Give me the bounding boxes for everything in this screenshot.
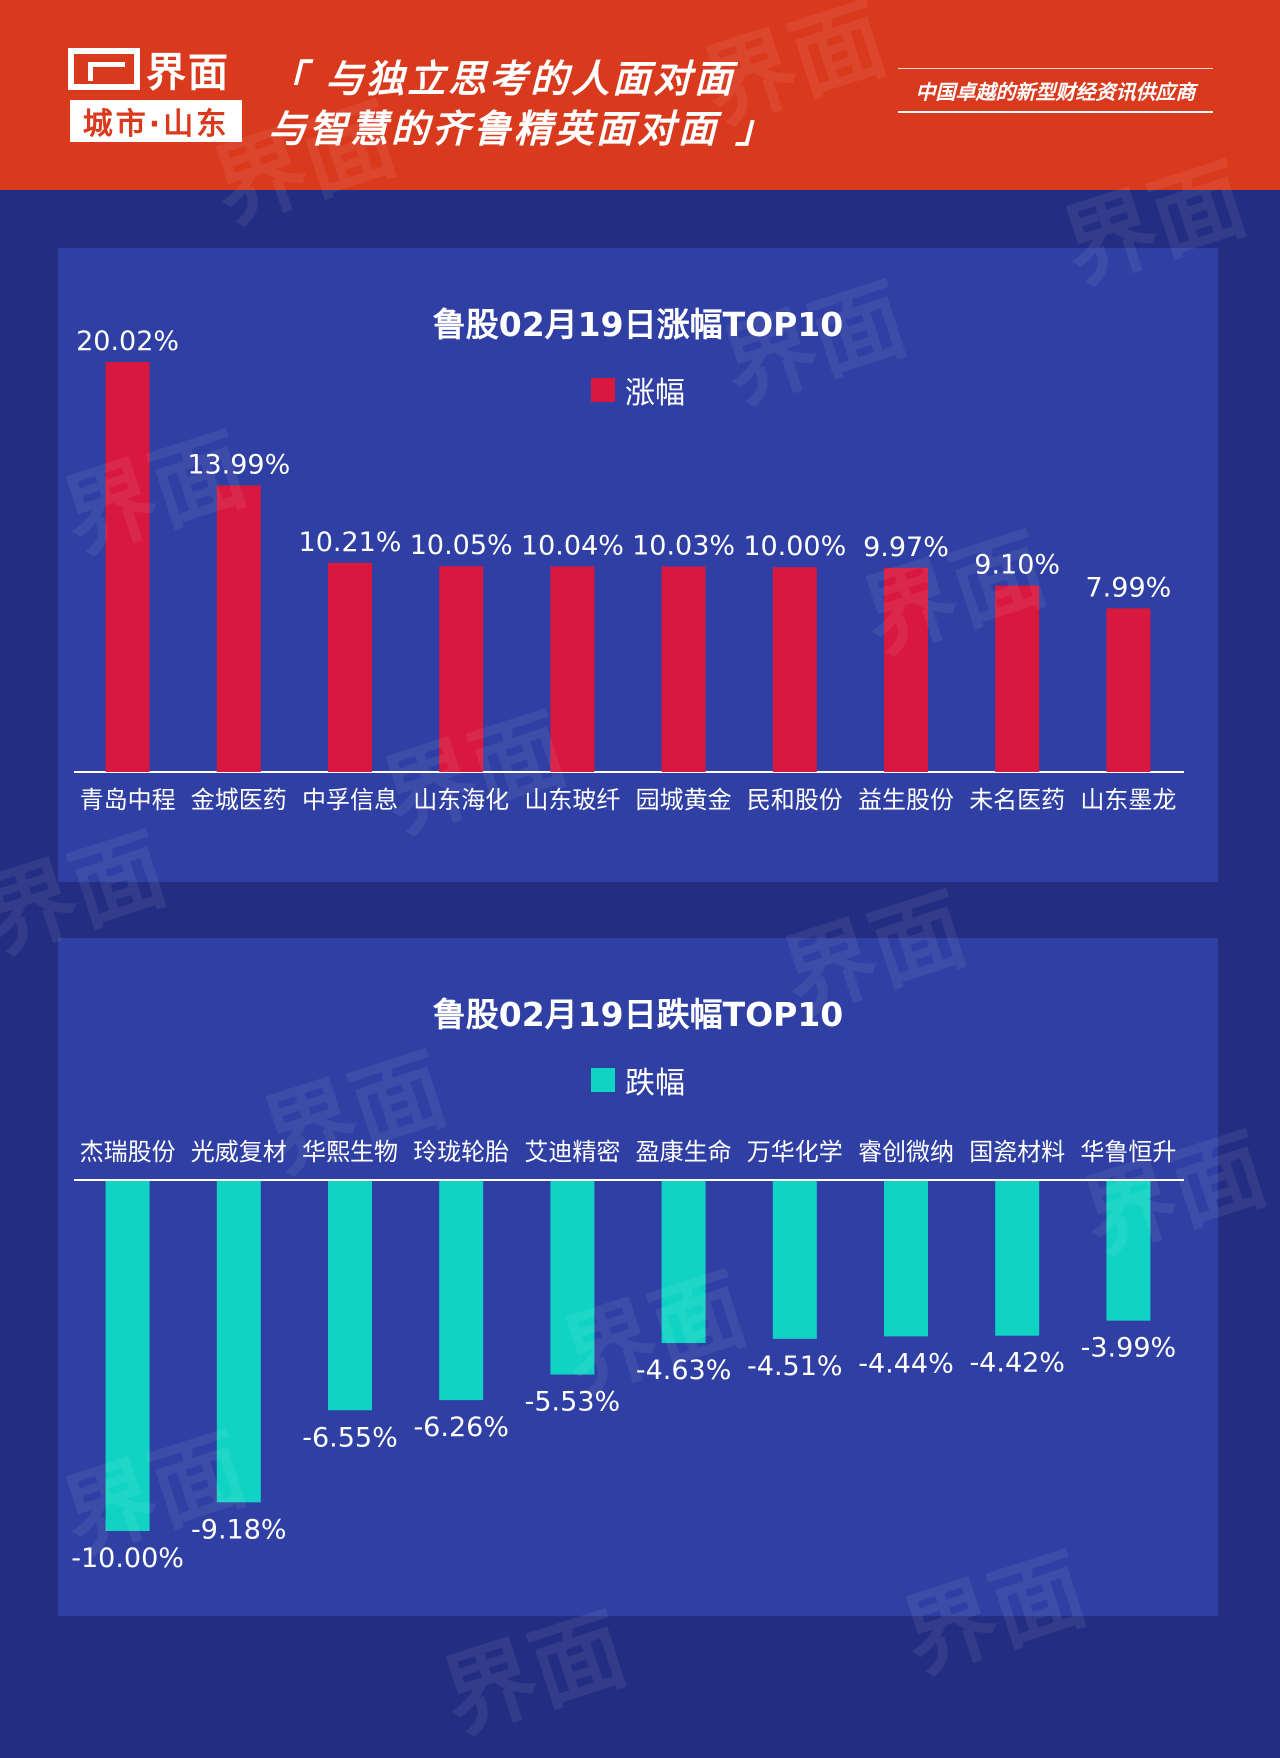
bar [550, 566, 595, 772]
losers-bar-chart: -10.00% 杰瑞股份 -9.18% 光威复材 -6.55% 华熙生物 -6.26% 玲珑轮… [71, 1138, 1184, 1574]
category-label: 民和股份 [747, 786, 843, 814]
bar [661, 566, 706, 772]
logo-subtitle: 城市·山东 [70, 100, 242, 142]
category-label: 华鲁恒升 [1080, 1138, 1176, 1166]
data-label: -4.51% [747, 1351, 843, 1382]
bar [884, 1181, 928, 1337]
bar [995, 585, 1040, 772]
logo-word: 界面 [146, 50, 230, 96]
data-label: -3.99% [1081, 1333, 1177, 1364]
category-label: 睿创微纳 [858, 1138, 954, 1166]
losers-legend-label: 跌幅 [625, 1066, 685, 1101]
gainers-panel: 鲁股02月19日涨幅TOP10 涨幅 20.02% 青岛中程 13.99% 金城医药 1… [58, 248, 1218, 882]
bar [216, 1181, 261, 1503]
data-label: 7.99% [1086, 572, 1172, 603]
bar [105, 1181, 150, 1531]
slogan-line-2: 与智慧的齐鲁精英面对面 」 [268, 107, 777, 151]
data-label: -10.00% [71, 1543, 184, 1574]
data-label: -4.42% [969, 1348, 1065, 1379]
data-label: -6.55% [302, 1422, 398, 1453]
data-label: 10.21% [299, 527, 402, 558]
header-banner: 界面 城市·山东 「 与独立思考的人面对面 与智慧的齐鲁精英面对面 」 中国卓越… [0, 0, 1280, 190]
losers-chart-title: 鲁股02月19日跌幅TOP10 [432, 995, 844, 1034]
bar [995, 1181, 1040, 1336]
category-label: 杰瑞股份 [80, 1138, 176, 1166]
data-label: 13.99% [187, 449, 290, 480]
category-label: 益生股份 [858, 786, 954, 814]
category-label: 万华化学 [747, 1138, 843, 1166]
category-label: 光威复材 [191, 1138, 287, 1166]
category-label: 中孚信息 [302, 786, 398, 814]
bar [772, 1181, 817, 1339]
bar [105, 362, 150, 772]
bar [661, 1181, 706, 1344]
bar [439, 1181, 484, 1401]
category-label: 金城医药 [191, 786, 287, 814]
bar [1106, 608, 1151, 772]
category-label: 山东墨龙 [1080, 786, 1176, 814]
data-label: -6.26% [413, 1412, 509, 1443]
category-label: 园城黄金 [636, 786, 732, 814]
losers-legend-swatch [591, 1068, 615, 1092]
data-label: 10.03% [632, 531, 735, 562]
losers-panel: 鲁股02月19日跌幅TOP10 跌幅 -10.00% 杰瑞股份 -9.18% 光威复材… [58, 938, 1218, 1616]
data-label: 20.02% [76, 326, 179, 357]
gainers-legend: 涨幅 [58, 368, 1218, 412]
gainers-chart-title: 鲁股02月19日涨幅TOP10 [432, 305, 844, 344]
category-label: 未名医药 [969, 786, 1065, 814]
category-label: 盈康生命 [636, 1138, 732, 1166]
category-label: 山东玻纤 [524, 786, 620, 814]
category-label: 艾迪精密 [524, 1138, 620, 1166]
bar [550, 1181, 595, 1375]
category-label: 国瓷材料 [969, 1138, 1065, 1166]
data-label: 9.10% [974, 550, 1060, 581]
category-label: 华熙生物 [302, 1138, 398, 1166]
data-label: -4.44% [858, 1348, 954, 1379]
gainers-legend-label: 涨幅 [625, 376, 685, 411]
bar [439, 566, 484, 772]
bar [328, 562, 372, 772]
data-label: -9.18% [191, 1514, 287, 1545]
category-label: 山东海化 [413, 786, 509, 814]
data-label: 10.00% [743, 531, 846, 562]
gainers-legend-swatch [591, 378, 615, 402]
data-label: -4.63% [636, 1355, 732, 1386]
bar [216, 485, 261, 772]
bar [1106, 1181, 1151, 1321]
slogan-line-1: 「 与独立思考的人面对面 [268, 57, 736, 101]
bar [884, 567, 928, 772]
tagline: 中国卓越的新型财经资讯供应商 [898, 68, 1213, 113]
losers-legend: 跌幅 [58, 1058, 1218, 1102]
brand-logo: 界面 [68, 44, 243, 96]
data-label: -5.53% [525, 1387, 621, 1418]
category-label: 玲珑轮胎 [413, 1138, 509, 1166]
bar [772, 567, 817, 772]
logo-mark-icon [68, 48, 140, 90]
gainers-bar-chart: 20.02% 青岛中程 13.99% 金城医药 10.21% 中孚信息 10.05% 山东海化… [74, 326, 1184, 814]
data-label: 10.04% [521, 530, 624, 561]
bar [328, 1181, 372, 1411]
category-label: 青岛中程 [80, 786, 176, 814]
data-label: 9.97% [863, 532, 949, 563]
data-label: 10.05% [410, 530, 513, 561]
